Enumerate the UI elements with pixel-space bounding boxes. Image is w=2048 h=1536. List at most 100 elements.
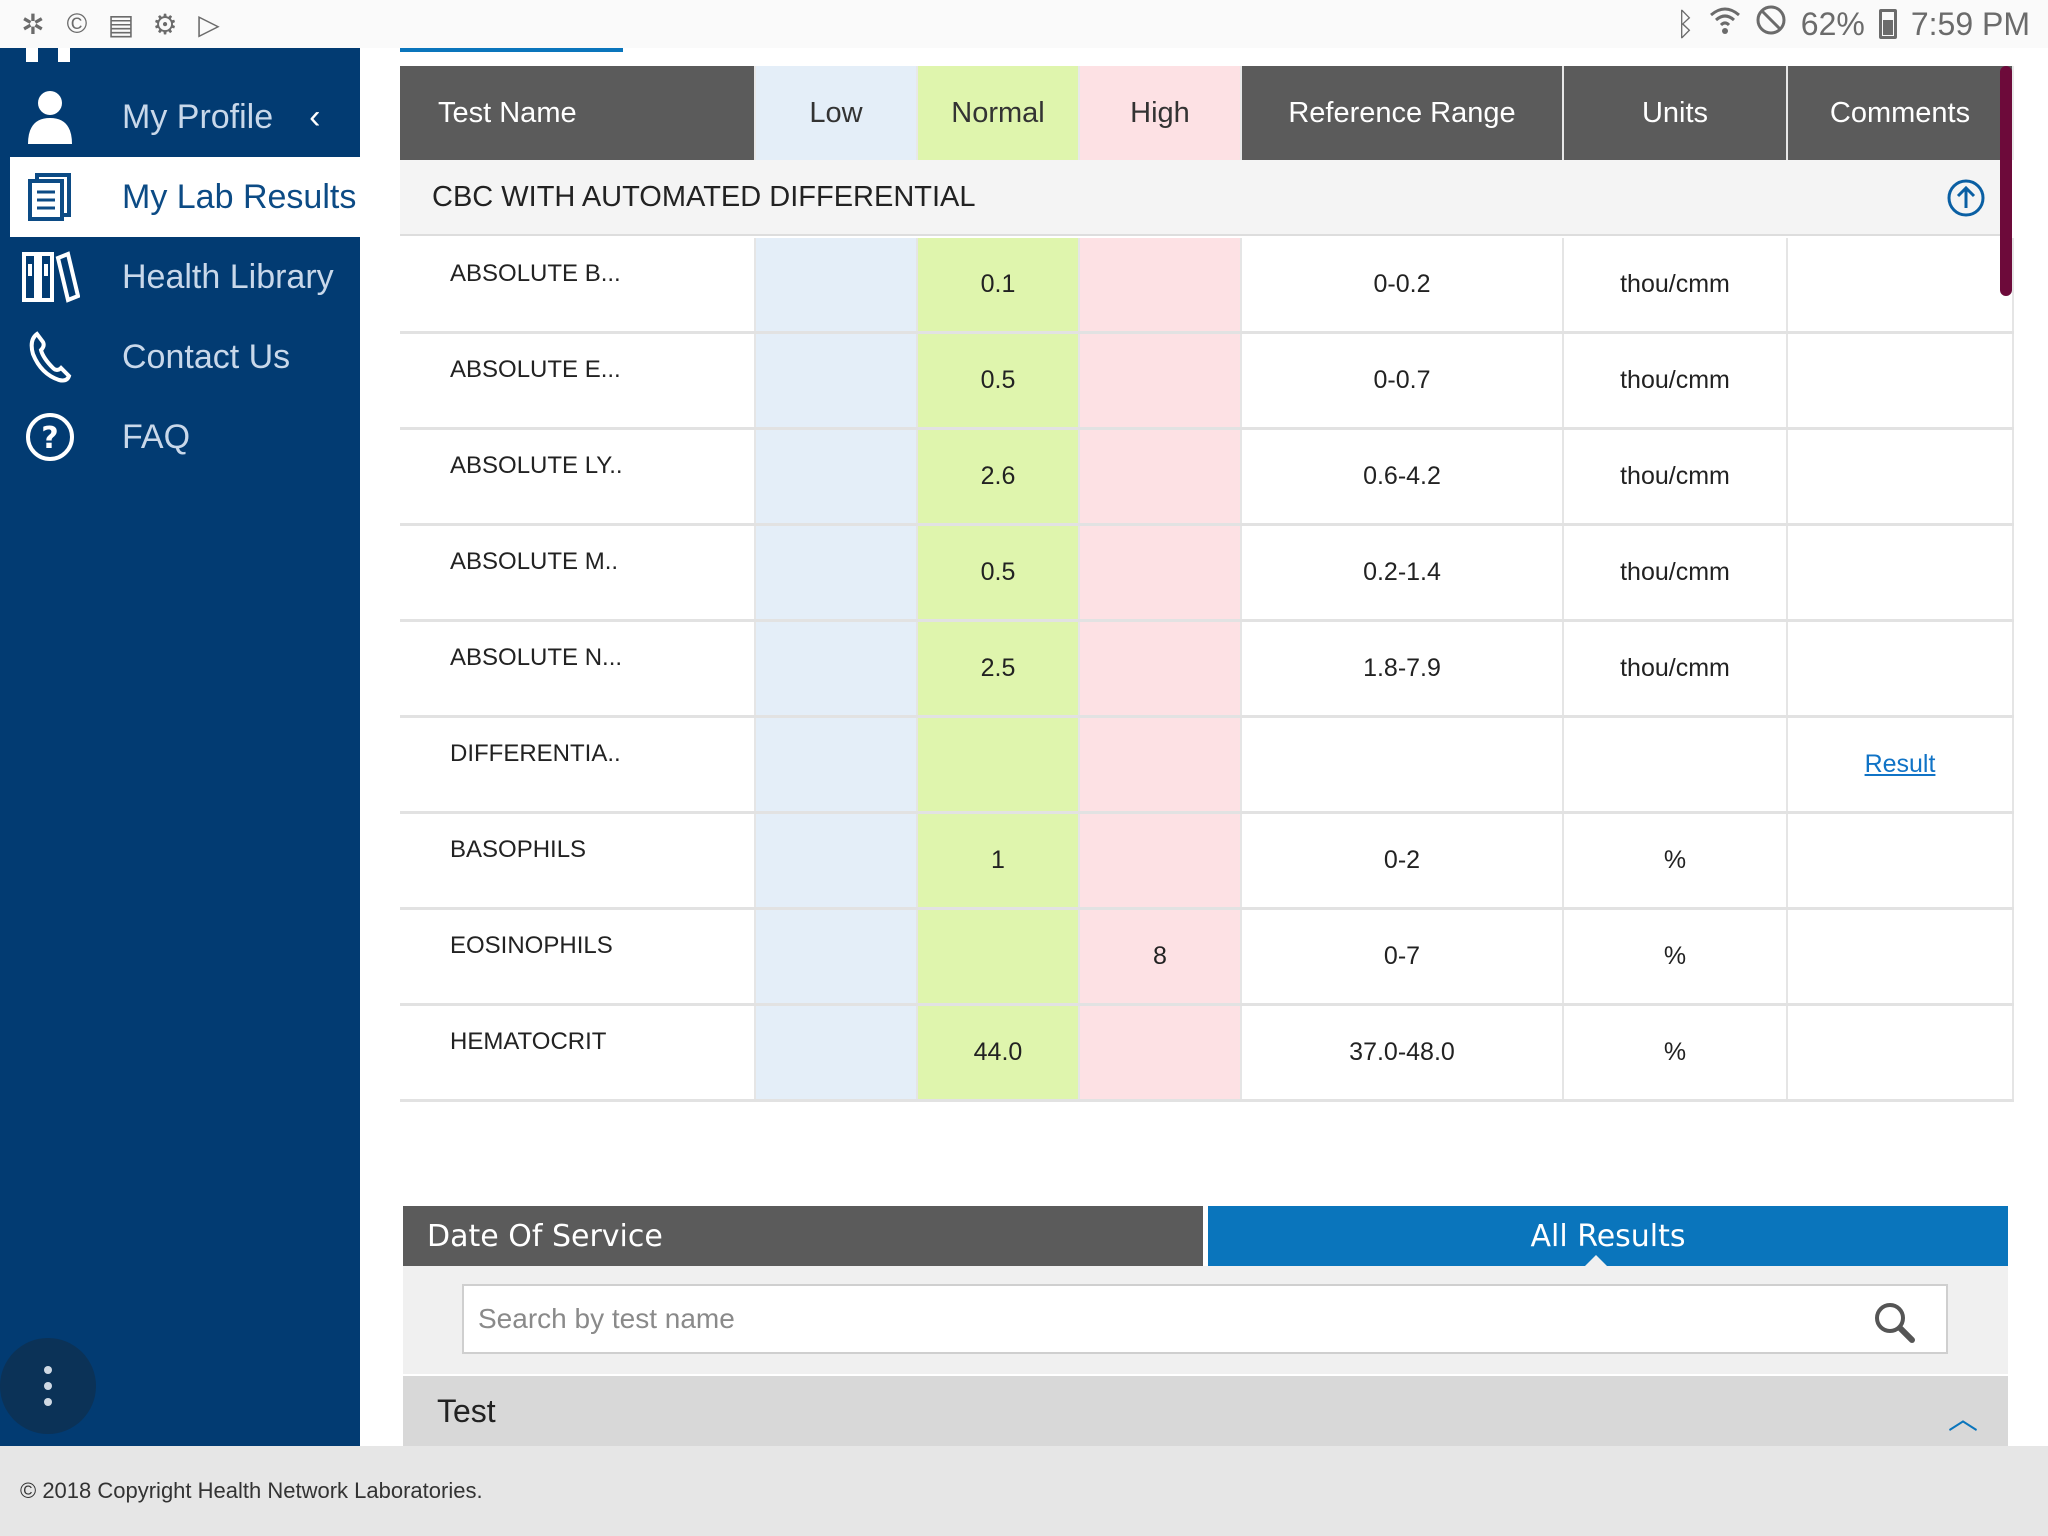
- lab-results-table: Test Name Low Normal High Reference Rang…: [400, 66, 2014, 1106]
- table-row[interactable]: DIFFERENTIA.. Result: [400, 718, 2014, 814]
- cell-test-name: ABSOLUTE N...: [400, 622, 756, 715]
- cell-low: [756, 718, 918, 811]
- document-icon: [18, 165, 82, 229]
- cell-high: [1080, 622, 1242, 715]
- cell-units: %: [1564, 814, 1788, 907]
- system-status: ᛒ 62% 7:59 PM: [1676, 4, 2030, 44]
- cell-low: [756, 910, 918, 1003]
- result-link[interactable]: Result: [1864, 750, 1936, 778]
- battery-percent: 62%: [1800, 5, 1865, 42]
- cell-reference-range: 0.2-1.4: [1242, 526, 1564, 619]
- notification-icons: ✲ © ▤ ⚙ ▷: [18, 8, 224, 40]
- cell-normal: [918, 910, 1080, 1003]
- cell-high: [1080, 718, 1242, 811]
- cell-test-name: ABSOLUTE E...: [400, 334, 756, 427]
- sidebar-item-label: Contact Us: [122, 337, 291, 376]
- cell-comments: [1788, 1006, 2014, 1099]
- sidebar-item-contact-us[interactable]: Contact Us: [0, 317, 360, 397]
- books-icon: [18, 245, 82, 309]
- cell-high: [1080, 814, 1242, 907]
- cell-units: thou/cmm: [1564, 334, 1788, 427]
- section-header[interactable]: CBC WITH AUTOMATED DIFFERENTIAL: [400, 160, 2000, 236]
- cell-normal: [918, 718, 1080, 811]
- play-store-icon: ▷: [198, 8, 220, 40]
- search-input[interactable]: [464, 1289, 1844, 1349]
- test-list-header[interactable]: Test ︿: [403, 1376, 2008, 1446]
- sidebar-item-faq[interactable]: ? FAQ: [0, 397, 360, 477]
- all-results-tab[interactable]: All Results: [1208, 1206, 2008, 1267]
- table-row[interactable]: ABSOLUTE B... 0.1 0-0.2 thou/cmm: [400, 238, 2014, 334]
- cell-normal: 2.6: [918, 430, 1080, 523]
- wifi-icon: [1709, 5, 1741, 43]
- cell-normal: 0.5: [918, 526, 1080, 619]
- sidebar-item-label: My Profile: [122, 97, 274, 136]
- cell-units: thou/cmm: [1564, 238, 1788, 331]
- cell-units: %: [1564, 1006, 1788, 1099]
- footer: © 2018 Copyright Health Network Laborato…: [0, 1446, 2048, 1536]
- cell-high: [1080, 526, 1242, 619]
- all-results-label: All Results: [1530, 1218, 1686, 1254]
- chevron-left-icon[interactable]: ‹: [309, 97, 321, 136]
- column-header-high: High: [1080, 66, 1242, 160]
- sidebar-item-label: FAQ: [122, 417, 191, 456]
- cell-low: [756, 334, 918, 427]
- cell-high: [1080, 238, 1242, 331]
- cell-test-name: DIFFERENTIA..: [400, 718, 756, 811]
- table-row[interactable]: ABSOLUTE E... 0.5 0-0.7 thou/cmm: [400, 334, 2014, 430]
- cell-reference-range: [1242, 718, 1564, 811]
- cell-reference-range: 0-0.2: [1242, 238, 1564, 331]
- cell-test-name: BASOPHILS: [400, 814, 756, 907]
- copyright-notification-icon: ©: [66, 8, 88, 39]
- sidebar-item-label: Health Library: [122, 257, 334, 296]
- table-body: ABSOLUTE B... 0.1 0-0.2 thou/cmm ABSOLUTE E.…: [400, 238, 2014, 1102]
- cell-units: thou/cmm: [1564, 622, 1788, 715]
- cell-normal: 44.0: [918, 1006, 1080, 1099]
- cell-low: [756, 814, 918, 907]
- cell-units: [1564, 718, 1788, 811]
- table-row[interactable]: ABSOLUTE N... 2.5 1.8-7.9 thou/cmm: [400, 622, 2014, 718]
- chevron-up-icon[interactable]: ︿: [1948, 1403, 1978, 1436]
- table-row[interactable]: EOSINOPHILS 8 0-7%: [400, 910, 2014, 1006]
- date-of-service-tab[interactable]: Date Of Service: [403, 1206, 1203, 1266]
- column-header-test-name[interactable]: Test Name: [400, 66, 756, 160]
- copyright-text: © 2018 Copyright Health Network Laborato…: [20, 1478, 483, 1503]
- cell-reference-range: 37.0-48.0: [1242, 1006, 1564, 1099]
- home-icon[interactable]: [24, 48, 72, 62]
- bluetooth-icon: ᛒ: [1675, 5, 1695, 42]
- active-tab-indicator: [400, 48, 623, 52]
- cell-test-name: EOSINOPHILS: [400, 910, 756, 1003]
- search-icon[interactable]: [1872, 1300, 1916, 1344]
- search-box: [462, 1284, 1948, 1354]
- settings-notification-icon: ⚙: [152, 8, 178, 40]
- column-header-reference-range: Reference Range: [1242, 66, 1564, 160]
- cell-comments: [1788, 622, 2014, 715]
- cell-test-name: HEMATOCRIT: [400, 1006, 756, 1099]
- status-bar: ✲ © ▤ ⚙ ▷ ᛒ 62% 7:59 PM: [0, 0, 2048, 48]
- clock: 7:59 PM: [1910, 5, 2030, 42]
- cell-normal: 2.5: [918, 622, 1080, 715]
- cell-high: 8: [1080, 910, 1242, 1003]
- cell-reference-range: 0.6-4.2: [1242, 430, 1564, 523]
- column-header-units: Units: [1564, 66, 1788, 160]
- cell-low: [756, 622, 918, 715]
- question-icon: ?: [18, 405, 82, 469]
- cell-units: thou/cmm: [1564, 526, 1788, 619]
- cell-high: [1080, 334, 1242, 427]
- table-row[interactable]: BASOPHILS 1 0-2%: [400, 814, 2014, 910]
- cell-units: thou/cmm: [1564, 430, 1788, 523]
- cell-high: [1080, 1006, 1242, 1099]
- table-row[interactable]: ABSOLUTE M.. 0.5 0.2-1.4 thou/cmm: [400, 526, 2014, 622]
- table-header: Test Name Low Normal High Reference Rang…: [400, 66, 2014, 160]
- cell-high: [1080, 430, 1242, 523]
- sidebar-item-my-lab-results[interactable]: My Lab Results: [10, 157, 360, 237]
- table-scrollbar[interactable]: [2000, 66, 2012, 296]
- sidebar-item-my-profile[interactable]: My Profile ‹: [0, 77, 360, 157]
- cell-reference-range: 1.8-7.9: [1242, 622, 1564, 715]
- more-options-button[interactable]: [0, 1338, 96, 1434]
- collapse-up-icon[interactable]: [1946, 178, 1986, 218]
- table-row[interactable]: ABSOLUTE LY.. 2.6 0.6-4.2 thou/cmm: [400, 430, 2014, 526]
- tab-notch: [1584, 1255, 1608, 1267]
- cell-low: [756, 526, 918, 619]
- sidebar-item-health-library[interactable]: Health Library: [0, 237, 360, 317]
- table-row[interactable]: HEMATOCRIT 44.0 37.0-48.0%: [400, 1006, 2014, 1102]
